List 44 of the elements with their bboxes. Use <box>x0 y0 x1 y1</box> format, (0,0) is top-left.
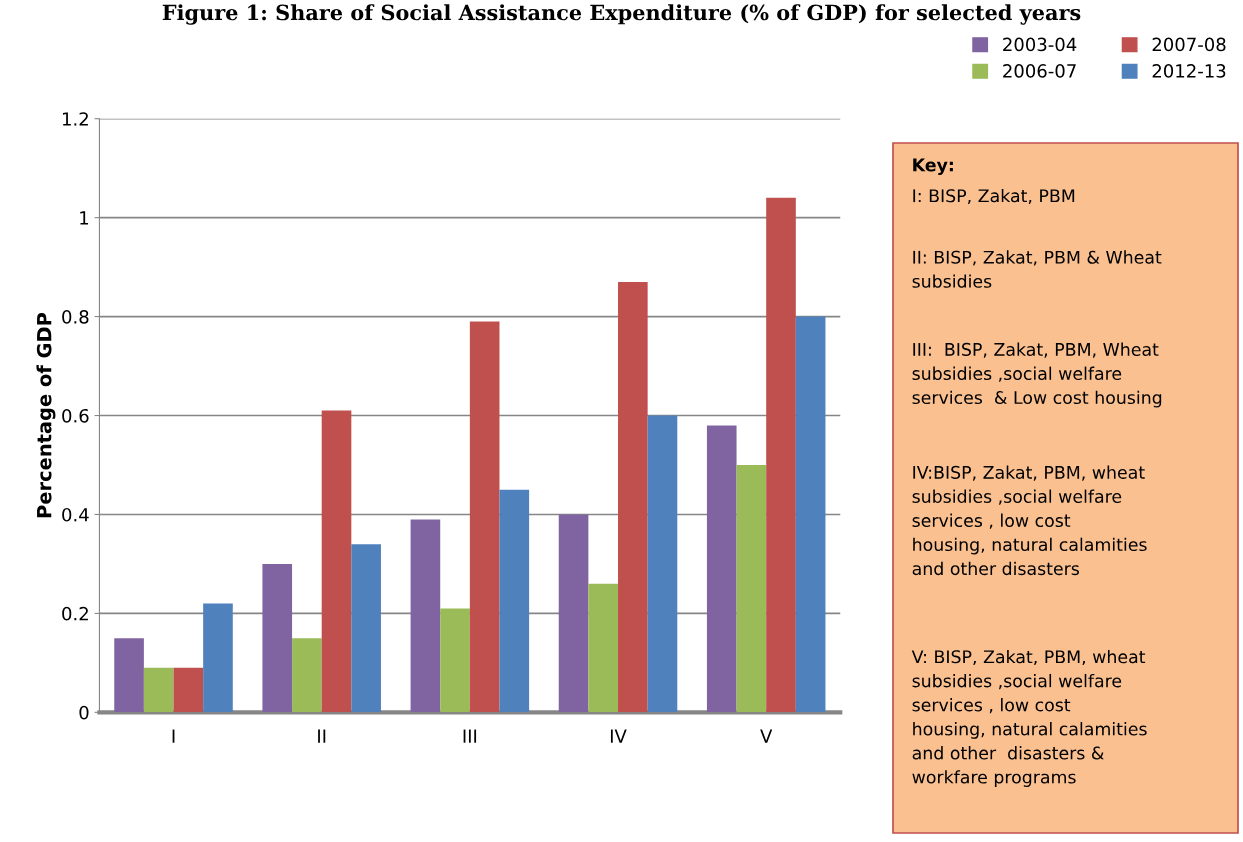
bar <box>351 544 381 713</box>
y-tick-label: 0.8 <box>62 310 89 324</box>
bar <box>173 667 204 713</box>
bar <box>321 410 352 713</box>
y-tick-label: 1 <box>80 211 89 225</box>
y-tick-label: 0.6 <box>62 408 89 423</box>
legend-label: 2012-13 <box>1152 64 1226 78</box>
bar <box>618 281 648 713</box>
bar <box>558 514 589 713</box>
legend-label: 2003-04 <box>1003 37 1077 52</box>
bar <box>647 415 678 713</box>
x-tick-label: III <box>463 729 477 743</box>
text: Key: <box>913 158 953 175</box>
bar <box>499 489 530 713</box>
bar <box>203 603 233 713</box>
y-tick-label: 0.4 <box>62 507 89 522</box>
x-tick-label: V <box>760 729 773 743</box>
text: IV:BISP, Zakat, PBM, wheat subsidies ,social welfare services , low cost housing, natural calamities and other disasters <box>912 465 1147 576</box>
bar <box>588 583 619 713</box>
text: I: BISP, Zakat, PBM <box>913 188 1075 205</box>
bar <box>410 519 441 713</box>
y-axis-title: Percentage of GDP <box>36 312 56 518</box>
legend-label: 2007-08 <box>1152 37 1226 52</box>
legend-label: 2006-07 <box>1003 64 1076 78</box>
bar <box>795 316 826 713</box>
bar <box>143 667 174 713</box>
text: V: BISP, Zakat, PBM, wheat subsidies ,social welfare services , low cost housing, natural calamities and other disasters & workfare programs <box>911 649 1147 787</box>
chart-title: Figure 1: Share of Social Assistance Expenditure (% of GDP) for selected years <box>162 4 1081 25</box>
y-tick-label: 0 <box>79 705 89 720</box>
x-tick-label: IV <box>610 729 627 743</box>
bar <box>292 638 322 713</box>
x-tick-label: II <box>318 729 326 743</box>
bar <box>262 563 293 713</box>
y-tick-label: 0.2 <box>62 606 88 621</box>
bar <box>736 464 767 713</box>
text: II: BISP, Zakat, PBM & Wheat subsidies <box>912 250 1162 288</box>
x-tick-label: I <box>172 729 175 743</box>
bar <box>766 197 796 713</box>
bar <box>706 425 737 713</box>
y-tick-label: 1.2 <box>62 112 88 126</box>
text: III: BISP, Zakat, PBM, Wheat subsidies ,social welfare services & Low cost housing <box>912 342 1162 408</box>
bar <box>469 321 500 713</box>
bar <box>114 638 144 713</box>
bar <box>440 608 470 713</box>
